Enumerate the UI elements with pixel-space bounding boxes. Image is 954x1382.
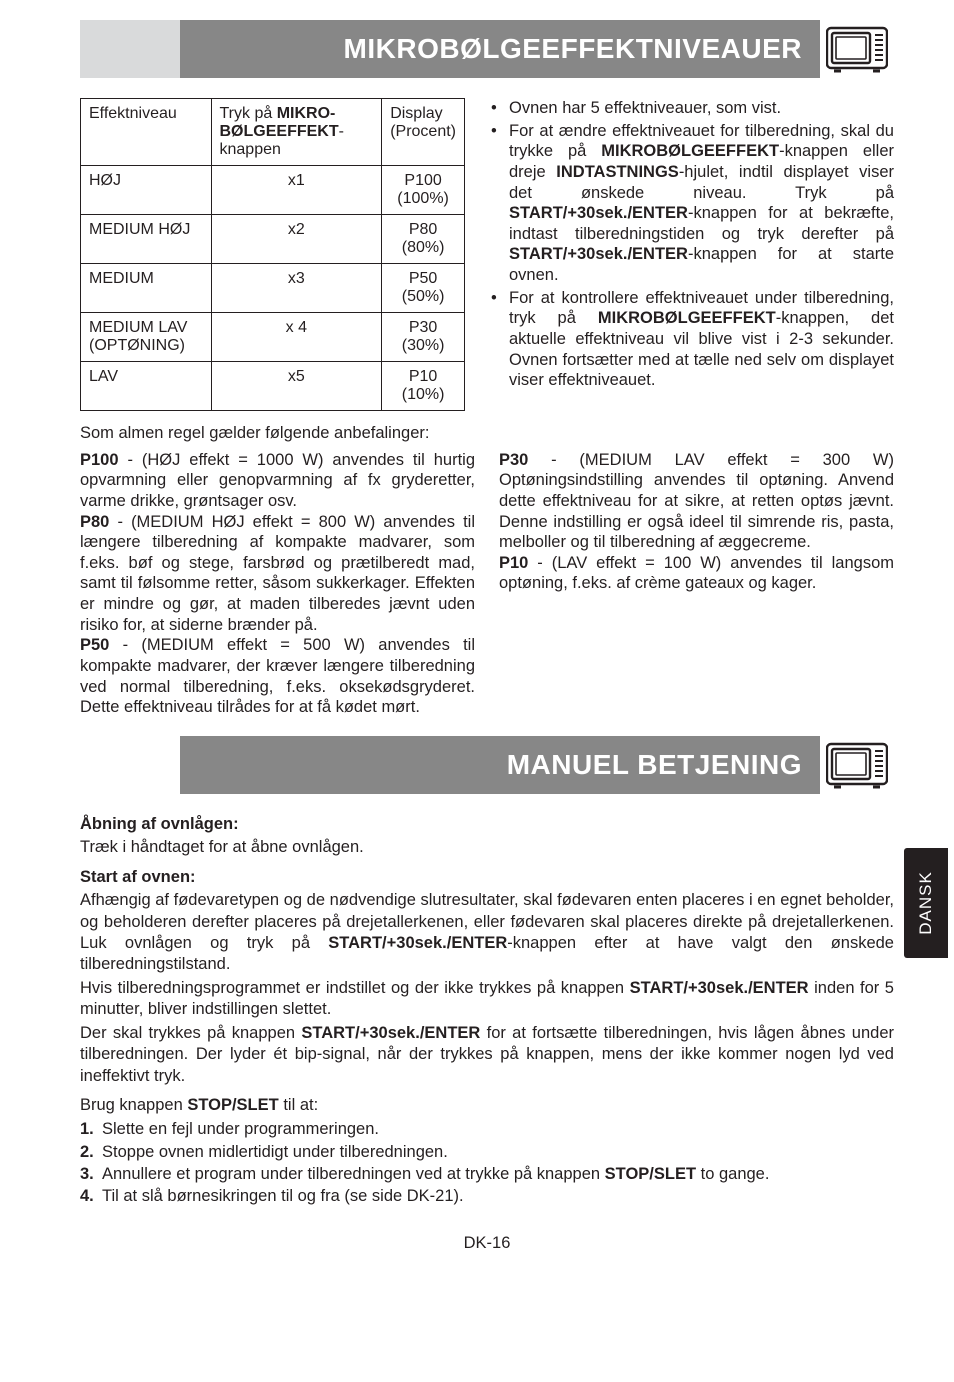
page-number: DK-16 [80,1234,894,1253]
list-item: For at kontrollere effektniveauet under … [489,288,894,391]
table-row: HØJ x1 P100(100%) [81,166,465,215]
use-list: 1.Slette en fejl under programmeringen. … [80,1118,894,1207]
list-item: 3.Annullere et program under tilberednin… [80,1163,894,1185]
table-row: MEDIUM LAV (OPTØNING) x 4 P30(30%) [81,313,465,362]
description-left: P100 - (HØJ effekt = 1000 W) anvendes ti… [80,450,475,718]
intro-line: Som almen regel gælder følgende anbefali… [80,423,894,444]
power-level-table: Effektniveau Tryk på MIKRO­BØLGEEFFEKT-k… [80,98,465,411]
description-right: P30 - (MEDIUM LAV effekt = 300 W) Optøni… [499,450,894,718]
microwave-icon [820,20,894,78]
table-row: MEDIUM x3 P50(50%) [81,264,465,313]
banner-spacer [80,20,180,78]
use-lead: Brug knappen STOP/SLET til at: [80,1095,894,1116]
list-item: For at ændre effektniveauet for tilbered… [489,121,894,286]
opening-heading: Åbning af ovnlågen: [80,814,894,835]
list-item: 2.Stoppe ovnen midlertidigt under tilber… [80,1141,894,1163]
table-row: MEDIUM HØJ x2 P80(80%) [81,215,465,264]
banner-spacer [80,736,180,794]
list-item: 4.Til at slå børnesikringen til og fra (… [80,1185,894,1207]
start-para: Hvis tilberedningsprogrammet er indstill… [80,978,894,1021]
start-heading: Start af ovnen: [80,867,894,888]
col-header-display: Display(Procent) [382,99,465,166]
table-row: LAV x5 P10(10%) [81,362,465,411]
list-item: 1.Slette en fejl under programmeringen. [80,1118,894,1140]
banner-title: MANUEL BETJENING [180,736,820,794]
opening-body: Træk i håndtaget for at åbne ovnlågen. [80,837,894,858]
section-banner: MIKROBØLGEEFFEKTNIVEAUER [80,20,894,78]
list-item: Ovnen har 5 effektniveauer, som vist. [489,98,894,119]
banner-title: MIKROBØLGEEFFEKTNIVEAUER [180,20,820,78]
microwave-icon [820,736,894,794]
language-tab: DANSK [904,848,948,958]
feature-bullets: Ovnen har 5 effektniveauer, som vist. Fo… [489,98,894,391]
start-para: Afhængig af fødevaretypen og de nødvendi… [80,890,894,976]
section-banner: MANUEL BETJENING [80,736,894,794]
col-header-level: Effektniveau [81,99,212,166]
start-para: Der skal trykkes på knappen START/+30sek… [80,1023,894,1087]
col-header-press: Tryk på MIKRO­BØLGEEFFEKT-knappen [211,99,382,166]
